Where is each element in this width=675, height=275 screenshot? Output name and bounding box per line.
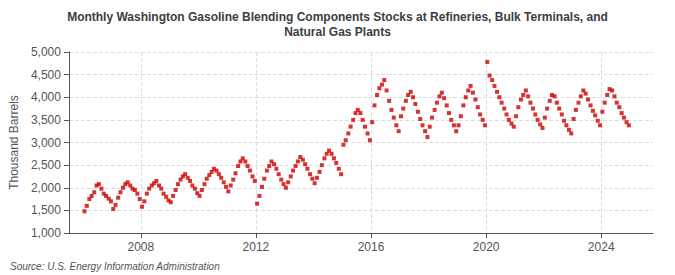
svg-text:1,000: 1,000	[31, 226, 61, 240]
svg-text:2024: 2024	[588, 240, 615, 254]
svg-text:Natural Gas Plants: Natural Gas Plants	[284, 25, 391, 39]
svg-text:3,000: 3,000	[31, 136, 61, 150]
svg-text:2008: 2008	[128, 240, 155, 254]
svg-text:5,000: 5,000	[31, 45, 61, 59]
svg-text:4,500: 4,500	[31, 68, 61, 82]
svg-text:1,500: 1,500	[31, 203, 61, 217]
svg-text:Monthly Washington Gasoline Bl: Monthly Washington Gasoline Blending Com…	[67, 10, 608, 24]
svg-text:4,000: 4,000	[31, 90, 61, 104]
svg-text:Source: U.S. Energy Informatio: Source: U.S. Energy Information Administ…	[10, 261, 220, 272]
svg-text:2,000: 2,000	[31, 181, 61, 195]
svg-text:2,500: 2,500	[31, 158, 61, 172]
svg-text:3,500: 3,500	[31, 113, 61, 127]
svg-text:2016: 2016	[358, 240, 385, 254]
svg-text:Thousand Barrels: Thousand Barrels	[7, 95, 21, 190]
svg-text:2020: 2020	[473, 240, 500, 254]
svg-text:2012: 2012	[243, 240, 270, 254]
